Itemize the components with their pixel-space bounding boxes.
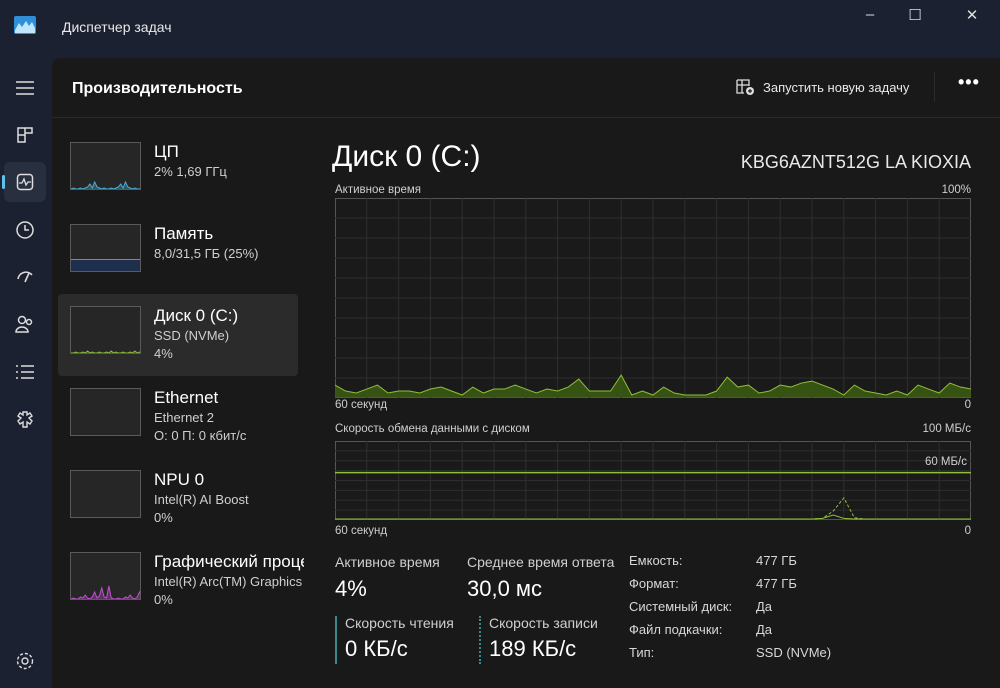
- performance-icon[interactable]: [2, 162, 46, 202]
- write-marker: [479, 616, 481, 664]
- property-value: SSD (NVMe): [756, 645, 832, 660]
- app-history-icon[interactable]: [4, 210, 46, 250]
- active-time-value: 4%: [335, 576, 367, 601]
- property-value: Да: [756, 599, 773, 614]
- sidebar-thumbnail-graph: [70, 470, 141, 518]
- sidebar-item-name: Ethernet: [154, 388, 219, 407]
- read-speed-label: Скорость чтения: [345, 615, 454, 631]
- transfer-chart-xright: 0: [964, 525, 971, 537]
- page-title: Производительность: [72, 80, 243, 97]
- property-label: Формат:: [629, 576, 679, 591]
- sidebar-item-value: О: 0 П: 0 кбит/с: [154, 428, 247, 443]
- sidebar-item[interactable]: Ethernet Ethernet 2 О: 0 П: 0 кбит/с: [58, 376, 298, 458]
- details-icon[interactable]: [4, 352, 46, 392]
- sidebar-item-name: NPU 0: [154, 470, 205, 489]
- transfer-chart-ymax: 100 МБ/с: [922, 423, 971, 435]
- transfer-chart-title: Скорость обмена данными с диском: [335, 423, 530, 435]
- disk-title: Диск 0 (C:): [332, 140, 481, 173]
- close-button[interactable]: ✕: [965, 7, 979, 24]
- active-time-area: [335, 375, 971, 397]
- property-label: Файл подкачки:: [629, 622, 723, 637]
- app-logo-icon: [14, 16, 36, 34]
- divider: [934, 72, 935, 102]
- menu-icon[interactable]: [4, 68, 46, 108]
- property-value: Да: [756, 622, 773, 637]
- sidebar-thumbnail-graph: [70, 224, 141, 272]
- sidebar-item-name: Память: [154, 224, 214, 243]
- property-value: 477 ГБ: [756, 576, 797, 591]
- active-time-chart: [335, 198, 971, 398]
- active-chart-xleft: 60 секунд: [335, 399, 388, 411]
- read-speed-value: 0 КБ/с: [345, 636, 408, 661]
- sidebar-thumbnail-graph: [70, 142, 141, 190]
- run-task-label: Запустить новую задачу: [763, 79, 910, 95]
- sidebar-item-detail: Ethernet 2: [154, 410, 214, 425]
- maximize-button[interactable]: ☐: [908, 7, 922, 24]
- active-time-line: [335, 374, 971, 396]
- sidebar-item-name: Графический процессор: [154, 552, 304, 571]
- sidebar-item[interactable]: ЦП 2% 1,69 ГГц: [58, 130, 298, 212]
- sidebar-item-detail: Intel(R) AI Boost: [154, 492, 249, 507]
- write-speed-label: Скорость записи: [489, 615, 598, 631]
- more-options-button[interactable]: •••: [958, 72, 980, 92]
- sidebar-item-detail: 8,0/31,5 ГБ (25%): [154, 246, 259, 261]
- sidebar-item-name: ЦП: [154, 142, 179, 161]
- sidebar-item[interactable]: Память 8,0/31,5 ГБ (25%): [58, 212, 298, 294]
- active-time-label: Активное время: [335, 554, 440, 570]
- main-panel: Производительность Запустить новую задач…: [52, 58, 1000, 688]
- response-time-value: 30,0 мс: [467, 576, 543, 601]
- response-time-label: Среднее время ответа: [467, 554, 615, 570]
- sidebar-item[interactable]: Диск 0 (C:) SSD (NVMe) 4%: [58, 294, 298, 376]
- sidebar-item[interactable]: NPU 0 Intel(R) AI Boost 0%: [58, 458, 298, 540]
- transfer-rate-chart: [335, 441, 971, 520]
- active-chart-title: Активное время: [335, 184, 422, 196]
- transfer-chart-xleft: 60 секунд: [335, 525, 388, 537]
- sidebar-thumbnail-graph: [70, 552, 141, 600]
- property-label: Системный диск:: [629, 599, 733, 614]
- read-marker: [335, 616, 337, 664]
- sidebar-thumbnail-graph: [70, 388, 141, 436]
- users-icon[interactable]: [4, 304, 46, 344]
- sidebar-thumbnail-graph: [70, 306, 141, 354]
- header: Производительность Запустить новую задач…: [52, 58, 1000, 118]
- write-rate-line: [335, 497, 971, 520]
- sidebar-item-detail: SSD (NVMe): [154, 328, 230, 343]
- sidebar-item[interactable]: Графический процессор Intel(R) Arc(TM) G…: [58, 540, 304, 622]
- services-icon[interactable]: [4, 400, 46, 440]
- sidebar-item-value: 4%: [154, 346, 173, 361]
- window-title: Диспетчер задач: [62, 19, 172, 35]
- write-speed-value: 189 КБ/с: [489, 636, 577, 661]
- transfer-scale-label: 60 МБ/с: [924, 456, 967, 468]
- active-chart-xright: 0: [964, 399, 971, 411]
- settings-icon[interactable]: [4, 641, 46, 681]
- sidebar-item-detail: 2% 1,69 ГГц: [154, 164, 227, 179]
- processes-icon[interactable]: [4, 115, 46, 155]
- property-value: 477 ГБ: [756, 553, 797, 568]
- sidebar-item-value: 0%: [154, 592, 173, 607]
- property-label: Тип:: [629, 645, 655, 660]
- active-chart-ymax: 100%: [941, 184, 971, 196]
- run-task-icon: [736, 79, 754, 95]
- disk-model: KBG6AZNT512G LA KIOXIA: [740, 152, 971, 172]
- sidebar-item-name: Диск 0 (C:): [154, 306, 239, 325]
- minimize-button[interactable]: –: [865, 6, 875, 23]
- sidebar-item-value: 0%: [154, 510, 173, 525]
- property-label: Емкость:: [629, 553, 683, 568]
- run-new-task-button[interactable]: Запустить новую задачу: [735, 78, 909, 96]
- sidebar-item-detail: Intel(R) Arc(TM) Graphics: [154, 574, 303, 589]
- startup-apps-icon[interactable]: [4, 256, 46, 296]
